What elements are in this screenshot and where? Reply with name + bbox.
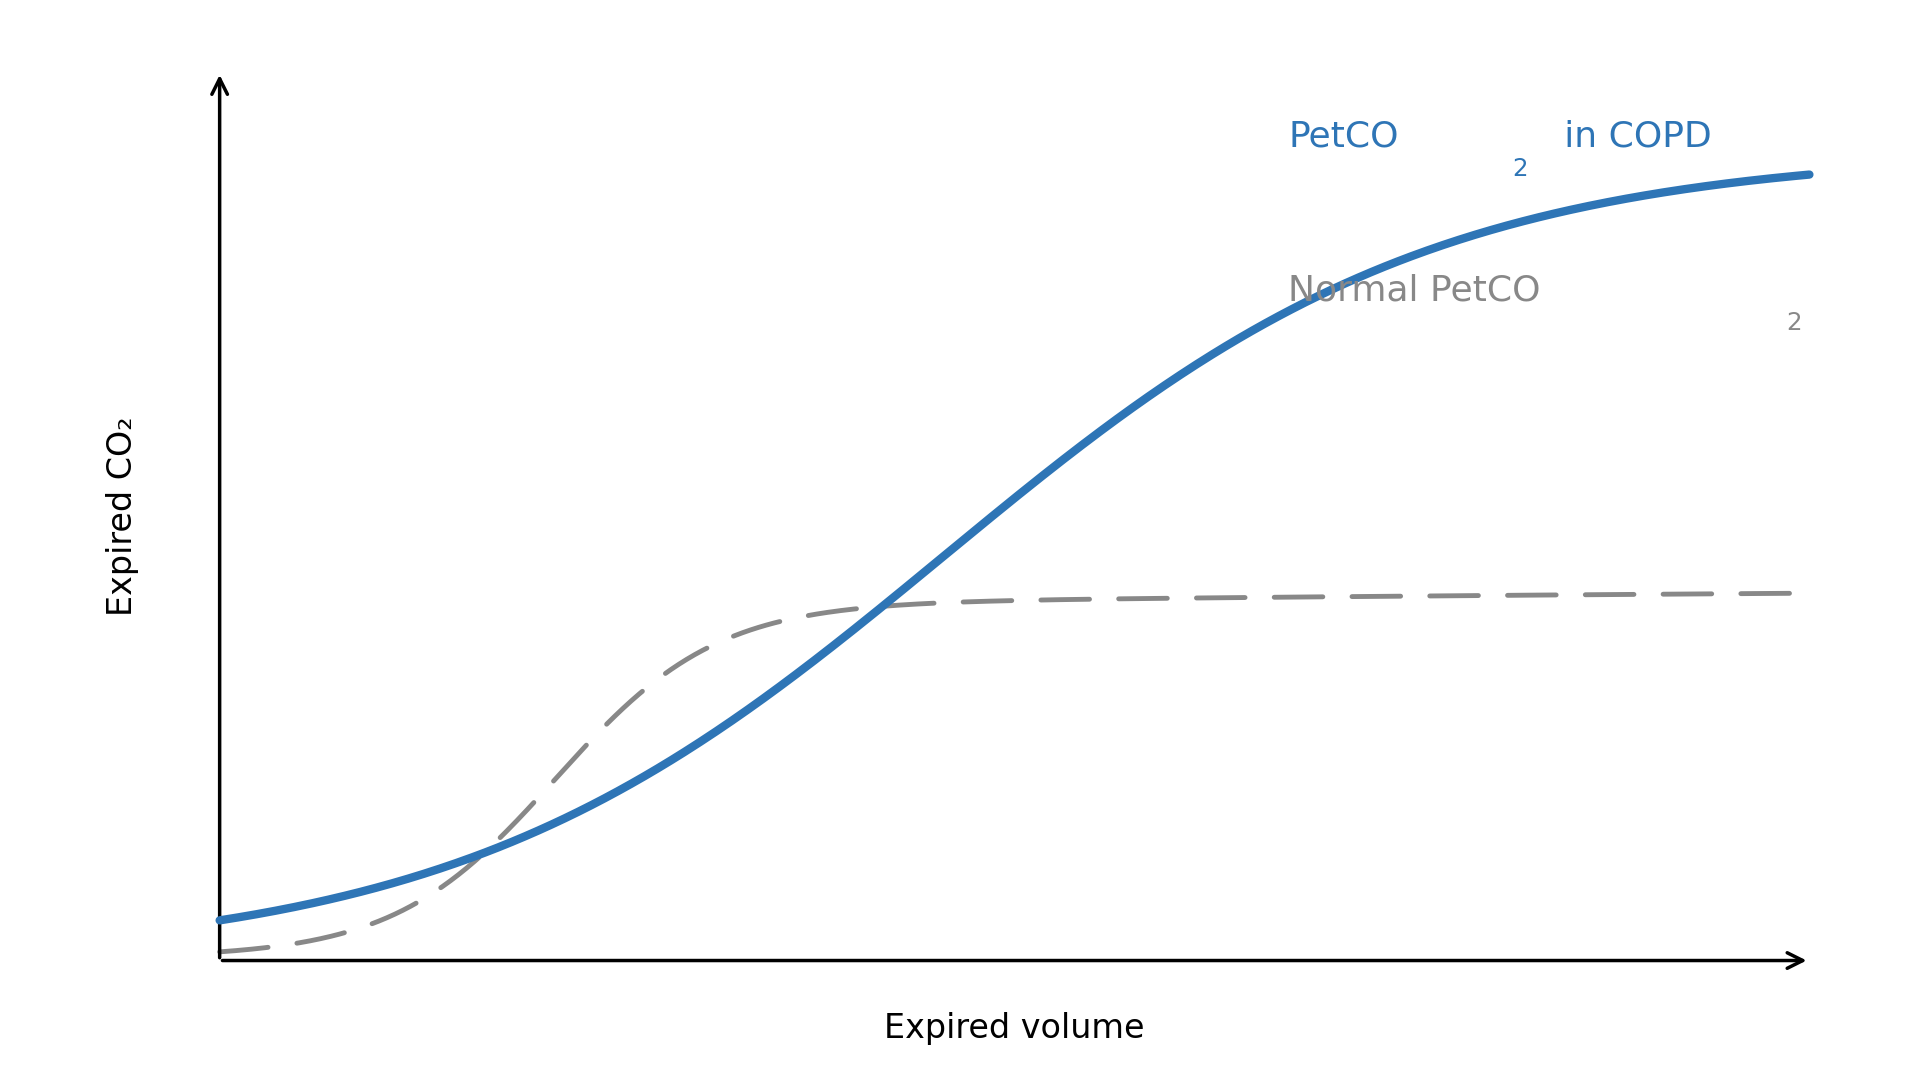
Text: Expired volume: Expired volume	[885, 1012, 1144, 1046]
Text: 2: 2	[1513, 158, 1528, 181]
Text: Expired CO₂: Expired CO₂	[106, 416, 138, 616]
Text: 2: 2	[1786, 311, 1803, 336]
Text: Normal PetCO: Normal PetCO	[1288, 273, 1542, 308]
Text: PetCO: PetCO	[1288, 120, 1400, 153]
Text: in COPD: in COPD	[1557, 120, 1711, 153]
